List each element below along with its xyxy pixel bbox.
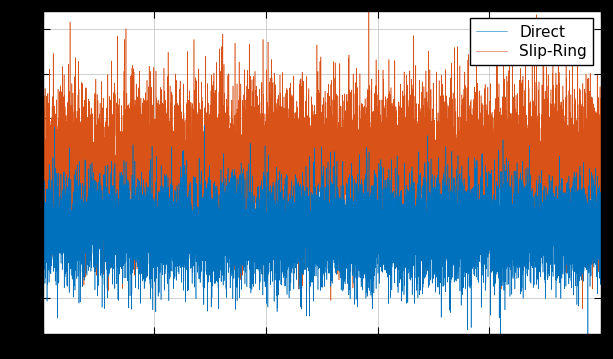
Slip-Ring bbox=[148, 160, 156, 165]
Direct bbox=[63, 220, 70, 224]
Slip-Ring bbox=[579, 307, 586, 311]
Slip-Ring bbox=[72, 150, 80, 155]
Direct bbox=[72, 241, 80, 245]
Legend: Direct, Slip-Ring: Direct, Slip-Ring bbox=[470, 18, 593, 65]
Slip-Ring bbox=[568, 200, 575, 204]
Direct bbox=[148, 230, 156, 234]
Direct bbox=[42, 248, 49, 252]
Direct bbox=[568, 218, 575, 222]
Direct bbox=[39, 215, 47, 219]
Line: Direct: Direct bbox=[43, 125, 601, 336]
Slip-Ring bbox=[597, 222, 604, 227]
Line: Slip-Ring: Slip-Ring bbox=[43, 0, 601, 309]
Direct bbox=[584, 334, 592, 339]
Direct bbox=[200, 123, 208, 127]
Slip-Ring bbox=[39, 187, 47, 191]
Slip-Ring bbox=[42, 157, 49, 161]
Direct bbox=[597, 211, 604, 215]
Direct bbox=[312, 211, 319, 216]
Slip-Ring bbox=[312, 112, 319, 116]
Slip-Ring bbox=[63, 161, 70, 165]
